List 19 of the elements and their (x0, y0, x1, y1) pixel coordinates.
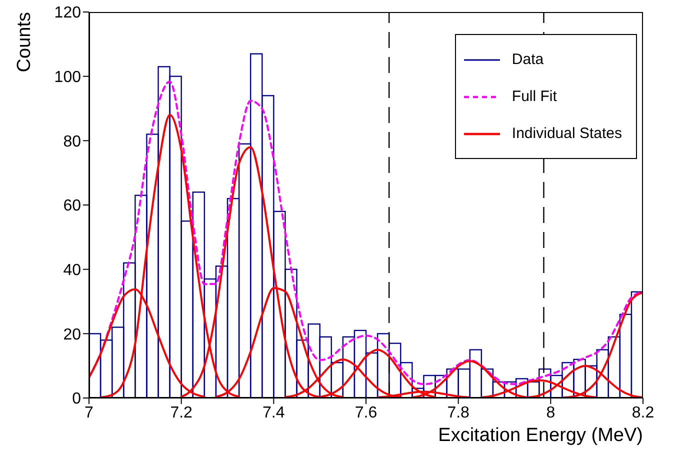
y-tick-label: 80 (63, 133, 82, 150)
x-tick-label: 7.6 (354, 404, 378, 422)
legend-label: Individual States (512, 125, 622, 142)
x-tick-label: 7.8 (447, 404, 470, 422)
x-tick-label: 7 (84, 404, 94, 422)
y-tick-label: 100 (54, 69, 82, 86)
x-axis-title: Excitation Energy (MeV) (438, 425, 643, 446)
y-tick-label: 0 (72, 390, 82, 408)
legend-label: Data (512, 51, 544, 68)
x-tick-label: 8.2 (632, 404, 654, 422)
x-tick-label: 7.2 (170, 404, 193, 422)
y-tick-label: 120 (54, 4, 82, 22)
legend-label: Full Fit (512, 88, 557, 105)
y-tick-label: 20 (63, 326, 82, 344)
x-tick-label: 8 (546, 404, 556, 422)
y-axis-title: Counts (14, 12, 35, 72)
x-tick-label: 7.4 (262, 404, 285, 422)
y-tick-label: 60 (63, 198, 82, 215)
y-tick-label: 40 (63, 262, 82, 280)
